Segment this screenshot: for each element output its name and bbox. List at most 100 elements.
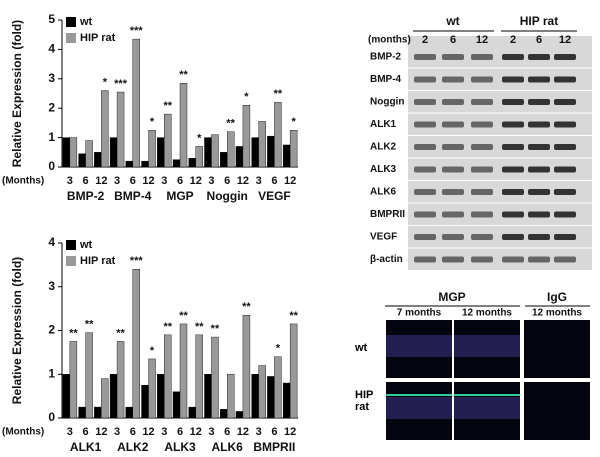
bar: [195, 146, 203, 168]
month-label: 3: [256, 426, 262, 438]
blot-band: [554, 234, 576, 240]
group-label: BMP-2: [67, 189, 105, 203]
significance: *: [244, 91, 249, 103]
bar: [226, 374, 235, 419]
bar: [242, 314, 251, 419]
blot-band: [414, 211, 436, 218]
group-label: ALK6: [212, 440, 244, 454]
blot-band: [554, 76, 576, 83]
group-label: ALK2: [117, 440, 149, 454]
blot-band: [502, 99, 524, 105]
blot-lane: 12: [476, 34, 488, 46]
bar: [125, 160, 134, 168]
y-axis-label: Relative Expression (fold): [10, 257, 24, 404]
bar: [109, 137, 118, 168]
group-label: Noggin: [207, 189, 248, 203]
bar: [62, 137, 71, 168]
bar: [235, 146, 244, 168]
significance: **: [116, 327, 125, 339]
month-label: 3: [161, 426, 167, 438]
blot-band: [442, 189, 464, 195]
blot-band: [471, 211, 493, 218]
y-tick-label: 4: [48, 42, 55, 56]
bar: [274, 102, 282, 168]
blot-band: [502, 54, 524, 60]
significance: *: [150, 116, 155, 128]
blot-row-label: BMP-4: [370, 74, 402, 85]
blot-band: [471, 54, 493, 60]
significance: **: [195, 321, 204, 333]
bar: [226, 131, 235, 168]
month-label: 3: [114, 426, 120, 438]
legend-swatch: [66, 256, 76, 266]
group-label: BMPRII: [253, 440, 295, 454]
blot-band: [442, 234, 464, 240]
tissue: [386, 397, 452, 419]
blot-band: [442, 76, 464, 83]
blot-band: [442, 256, 464, 263]
bar: [188, 157, 196, 168]
micrograph: [524, 320, 590, 378]
bar: [78, 153, 86, 168]
month-label: 6: [177, 175, 183, 187]
blot-band: [414, 166, 436, 173]
month-label: 12: [237, 175, 249, 187]
blot-band: [471, 121, 493, 128]
bar: [141, 384, 149, 419]
bar: [62, 374, 71, 419]
bar: [101, 378, 109, 419]
blot-row-label: β-actin: [370, 254, 403, 265]
bar: [157, 137, 165, 168]
bar: [282, 144, 291, 168]
month-label: 3: [67, 175, 73, 187]
blot-group: HIP rat: [520, 14, 558, 28]
significance: **: [179, 69, 188, 81]
blot-band: [528, 76, 550, 83]
legend-label: wt: [79, 239, 93, 251]
tissue: [454, 335, 520, 357]
blot-months: (months): [368, 35, 411, 46]
y-tick-label: 3: [48, 279, 55, 293]
y-tick-label: 5: [48, 12, 55, 26]
blot-row-label: ALK2: [370, 142, 397, 153]
y-tick-label: 4: [48, 235, 55, 249]
blot-band: [554, 144, 576, 150]
significance: **: [163, 321, 172, 333]
legend-label: HIP rat: [80, 255, 116, 267]
group-label: VEGF: [258, 189, 291, 203]
significance: **: [69, 327, 78, 339]
month-label: 6: [224, 175, 230, 187]
blot-band: [554, 121, 576, 128]
tissue: [454, 397, 520, 419]
blot-band: [414, 256, 436, 263]
group-label: BMP-4: [114, 189, 152, 203]
bar: [69, 341, 78, 419]
significance: *: [150, 345, 155, 357]
blot-row-label: ALK6: [370, 187, 397, 198]
significance: **: [274, 88, 283, 100]
bar: [85, 140, 93, 168]
blot-band: [554, 256, 576, 263]
month-label: 3: [67, 426, 73, 438]
y-tick-label: 3: [48, 71, 55, 85]
blot-band: [528, 234, 550, 240]
blot-band: [442, 121, 464, 128]
bar: [116, 91, 125, 168]
blot-lane: 2: [422, 34, 428, 46]
bar: [85, 332, 93, 419]
significance: *: [276, 343, 281, 355]
y-axis-label: Relative Expression (fold): [10, 20, 24, 167]
blot-band: [528, 256, 550, 263]
bar: [188, 406, 196, 419]
column-label: 12 months: [532, 308, 582, 319]
blot-band: [502, 189, 524, 195]
month-label: 6: [83, 426, 89, 438]
month-label: 6: [83, 175, 89, 187]
bar: [101, 90, 109, 168]
blot-band: [414, 54, 436, 60]
blot-band: [528, 166, 550, 173]
significance: *: [103, 76, 108, 88]
blot-row-label: VEGF: [370, 232, 397, 243]
blot-band: [528, 144, 550, 150]
